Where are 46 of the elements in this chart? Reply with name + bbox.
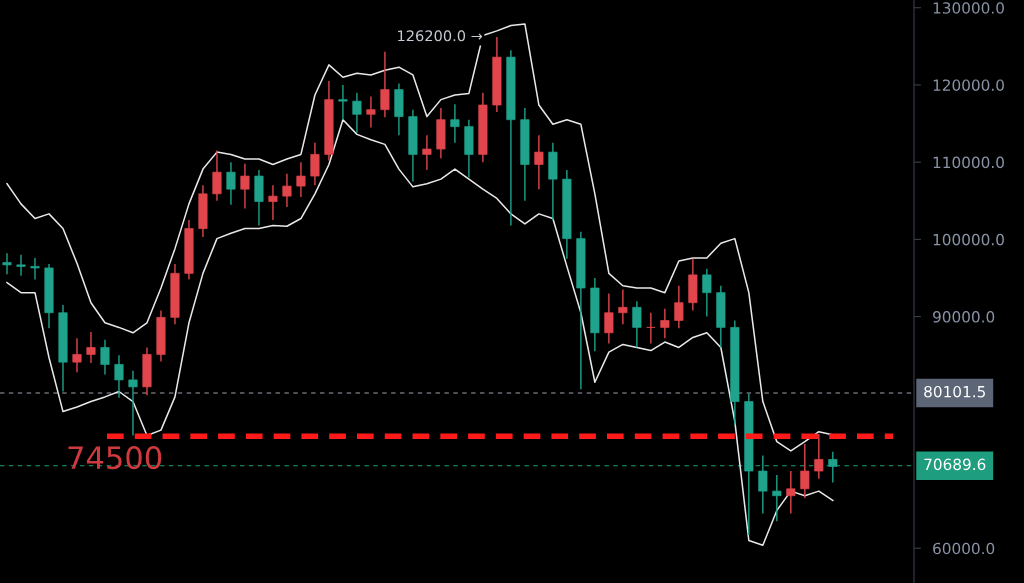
ref-line-label: 70689.6 xyxy=(924,458,986,471)
candlestick xyxy=(72,337,82,373)
candlestick xyxy=(632,300,642,349)
candlestick xyxy=(268,184,278,221)
candlestick xyxy=(660,308,670,339)
candlestick xyxy=(674,285,684,329)
candlestick xyxy=(604,292,614,345)
y-tick-label: 90000.0 xyxy=(933,311,995,323)
candlestick xyxy=(296,161,306,198)
candlestick xyxy=(422,134,432,171)
candlestick xyxy=(786,470,796,515)
candlestick xyxy=(100,339,110,376)
y-tick-label: 120000.0 xyxy=(933,79,1004,91)
candlestick xyxy=(240,163,250,210)
candlestick xyxy=(800,443,810,499)
candlestick xyxy=(380,51,390,119)
candlestick xyxy=(338,84,348,121)
y-tick-label: 130000.0 xyxy=(933,2,1004,14)
candlestick xyxy=(310,142,320,187)
candlestick xyxy=(114,354,124,399)
candlestick xyxy=(212,149,222,202)
candlestick xyxy=(282,173,292,208)
candlestick xyxy=(30,257,40,281)
candlestick xyxy=(758,454,768,515)
candlestick xyxy=(86,331,96,364)
candlestick xyxy=(366,95,376,129)
candlestick xyxy=(646,312,656,345)
candlestick xyxy=(226,161,236,206)
y-tick-label: 60000.0 xyxy=(933,542,995,555)
candlestick xyxy=(16,254,26,277)
candlestick xyxy=(2,252,12,275)
line-series xyxy=(6,118,834,546)
ref-line-label: 80101.5 xyxy=(924,385,985,398)
y-tick-label: 100000.0 xyxy=(933,233,1004,246)
candlestick xyxy=(352,91,362,134)
candlestick xyxy=(128,369,138,437)
annotation: 126200.0 → xyxy=(398,30,483,42)
candlestick xyxy=(828,451,838,484)
candlestick xyxy=(702,268,712,318)
ref-line-label: 74500 xyxy=(68,446,162,470)
candlestick xyxy=(450,103,460,144)
candlestick xyxy=(618,288,628,326)
y-tick-label: 110000.0 xyxy=(933,156,1004,169)
candlestick xyxy=(814,433,824,480)
candlestick xyxy=(772,474,782,522)
candlestick xyxy=(534,134,544,190)
